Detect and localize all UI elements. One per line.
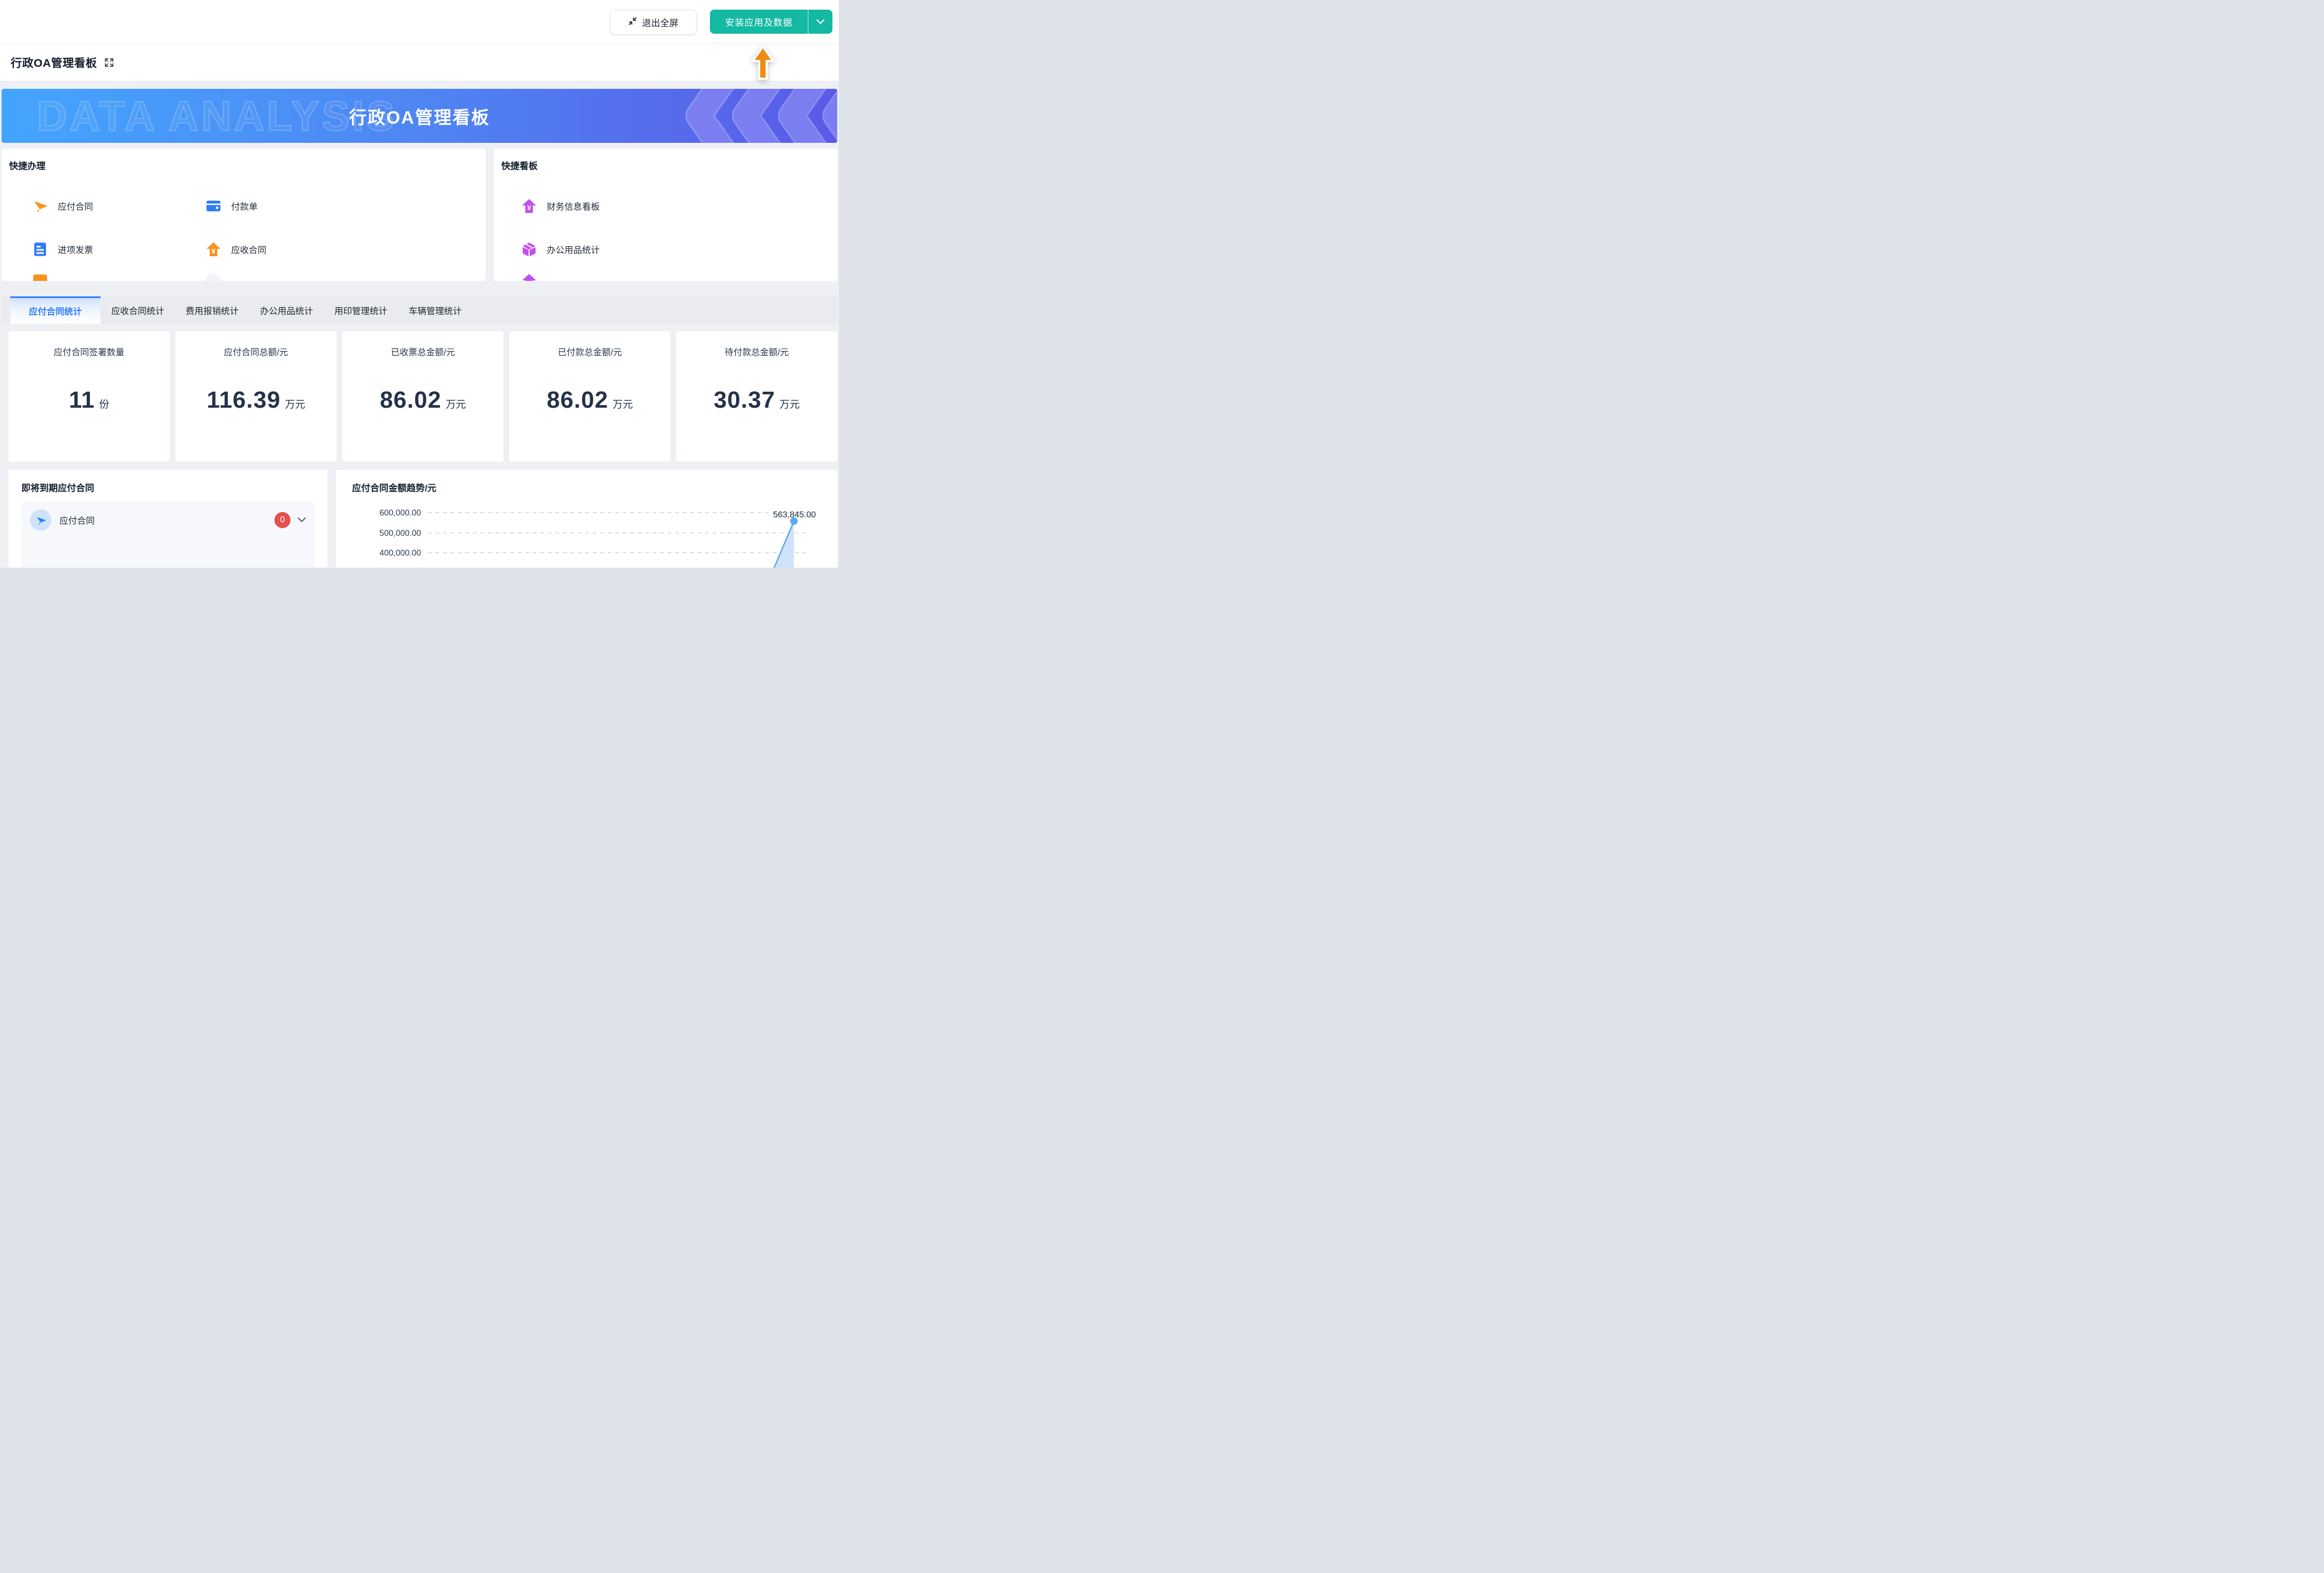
onboarding-arrow-up-icon: [751, 45, 775, 81]
send-icon: [34, 201, 48, 213]
tab-seal-stats[interactable]: 用印管理统计: [334, 306, 387, 316]
install-app-split-button[interactable]: 安装应用及数据: [710, 10, 832, 34]
banner-title: 行政OA管理看板: [349, 107, 490, 127]
install-app-label[interactable]: 安装应用及数据: [725, 18, 793, 28]
quick-board-label: 办公用品统计: [547, 246, 600, 255]
stat-value: 116.39: [207, 387, 281, 413]
series-line: [773, 521, 795, 568]
quick-board-panel: 快捷看板 ¥ 财务信息看板 办公用品统计: [494, 149, 837, 281]
stat-value: 86.02: [546, 387, 609, 413]
data-point-marker: [790, 517, 798, 525]
package-icon: [523, 242, 536, 256]
exit-fullscreen-icon: [628, 17, 637, 28]
tab-office-supplies-stats[interactable]: 办公用品统计: [260, 306, 313, 316]
stat-label: 应付合同签署数量: [53, 348, 125, 357]
stat-unit: 万元: [285, 399, 305, 410]
expiring-card-title: 即将到期应付合同: [21, 483, 94, 493]
stat-value: 30.37: [713, 387, 776, 413]
install-dropdown-toggle[interactable]: [808, 10, 832, 34]
exit-fullscreen-label: 退出全屏: [642, 18, 678, 28]
partial-orange-icon: [33, 274, 47, 281]
expand-icon: [105, 58, 113, 67]
banner-chevron-decoration: [685, 89, 837, 143]
partial-gray-icon: [206, 273, 221, 281]
trend-line-chart: 600,000.00 500,000.00 400,000.00 563,845…: [379, 509, 816, 568]
expiring-item-label: 应付合同: [59, 516, 95, 526]
banner-watermark: DATA ANALYSIS: [36, 91, 397, 140]
expiring-contracts-card: 即将到期应付合同 应付合同 0: [9, 470, 327, 568]
trend-chart-card: 应付合同金额趋势/元 600,000.00 500,000.00 400,000…: [336, 470, 837, 568]
quick-item-label: 应收合同: [231, 246, 266, 255]
stat-label: 已收票总金额/元: [391, 348, 455, 357]
stat-card-contract-total: 应付合同总额/元 116.39 万元: [175, 331, 337, 462]
row-expand-toggle[interactable]: [297, 517, 306, 523]
stat-label: 应付合同总额/元: [224, 348, 288, 357]
svg-text:¥: ¥: [527, 204, 531, 212]
stat-card-paid-total: 已付款总金额/元 86.02 万元: [509, 331, 670, 462]
quick-board-label: 财务信息看板: [547, 202, 600, 212]
chevron-down-icon: [816, 19, 824, 24]
quick-item-receivable-contract[interactable]: ¥ 应收合同: [206, 242, 266, 257]
stat-card-unpaid-total: 待付款总金额/元 30.37 万元: [676, 331, 837, 462]
partial-purple-icon: [522, 274, 536, 281]
send-icon: [36, 516, 46, 525]
quick-board-finance[interactable]: ¥ 财务信息看板: [522, 198, 600, 213]
tab-expense-stats[interactable]: 费用报销统计: [186, 306, 239, 316]
quick-board-title: 快捷看板: [501, 161, 538, 171]
expiring-contract-row[interactable]: 应付合同 0: [21, 501, 315, 568]
stat-value: 86.02: [379, 387, 442, 413]
quick-item-label: 进项发票: [58, 246, 93, 255]
stat-value: 11: [68, 387, 95, 413]
page-title-bar: 行政OA管理看板: [0, 43, 839, 81]
data-point-label: 563,845.00: [773, 510, 816, 520]
y-tick-500k: 500,000.00: [379, 529, 421, 538]
tab-payable-contract-stats[interactable]: 应付合同统计: [10, 296, 101, 324]
quick-item-payable-contract[interactable]: 应付合同: [33, 198, 93, 213]
quick-item-label: 付款单: [231, 202, 258, 212]
arrow-up-yen-icon: ¥: [207, 242, 220, 256]
quick-board-partial[interactable]: [522, 273, 537, 281]
quick-handle-panel: 快捷办理 应付合同 付款单 进项发票: [2, 149, 486, 281]
arrow-up-yen-icon: ¥: [522, 199, 536, 213]
stat-label: 待付款总金额/元: [724, 348, 789, 357]
quick-item-partial[interactable]: [206, 273, 221, 281]
top-bar: 退出全屏 安装应用及数据: [0, 0, 839, 43]
page-title: 行政OA管理看板: [11, 57, 97, 70]
title-divider: [92, 56, 93, 69]
stat-cards-row: 应付合同签署数量 11 份 应付合同总额/元 116.39 万元 已收票总金额/元 …: [9, 331, 837, 462]
quick-handle-title: 快捷办理: [9, 161, 45, 171]
stat-unit: 万元: [446, 399, 467, 410]
tab-receivable-contract-stats[interactable]: 应收合同统计: [111, 306, 164, 316]
stats-tab-bar: 应付合同统计 应收合同统计 费用报销统计 办公用品统计 用印管理统计 车辆管理统…: [2, 296, 837, 324]
stat-card-invoiced-total: 已收票总金额/元 86.02 万元: [342, 331, 503, 462]
y-tick-600k: 600,000.00: [379, 509, 421, 518]
fullscreen-expand-button[interactable]: [104, 57, 114, 68]
quick-board-office-supplies[interactable]: 办公用品统计: [522, 242, 600, 257]
trend-chart-title: 应付合同金额趋势/元: [352, 483, 437, 493]
chevron-down-icon: [297, 517, 306, 523]
dashboard-banner: DATA ANALYSIS 行政OA管理看板: [2, 89, 837, 143]
wallet-icon: [207, 201, 220, 211]
stat-unit: 份: [99, 399, 110, 410]
count-badge: 0: [274, 512, 290, 528]
quick-item-input-invoice[interactable]: 进项发票: [33, 242, 93, 257]
quick-item-label: 应付合同: [58, 202, 93, 212]
stat-unit: 万元: [613, 399, 633, 410]
contract-avatar: [30, 509, 51, 531]
svg-text:¥: ¥: [211, 247, 216, 255]
invoice-icon: [34, 242, 46, 256]
quick-item-payment-slip[interactable]: 付款单: [206, 198, 258, 213]
stat-card-contract-count: 应付合同签署数量 11 份: [9, 331, 170, 462]
y-tick-400k: 400,000.00: [379, 549, 421, 558]
stat-unit: 万元: [779, 399, 800, 410]
quick-item-partial[interactable]: [33, 273, 48, 281]
stat-label: 已付款总金额/元: [557, 348, 622, 357]
exit-fullscreen-button[interactable]: 退出全屏: [610, 10, 697, 35]
tab-vehicle-stats[interactable]: 车辆管理统计: [409, 306, 462, 316]
admin-oa-dashboard: 退出全屏 安装应用及数据 行政OA管理看板: [0, 0, 839, 568]
